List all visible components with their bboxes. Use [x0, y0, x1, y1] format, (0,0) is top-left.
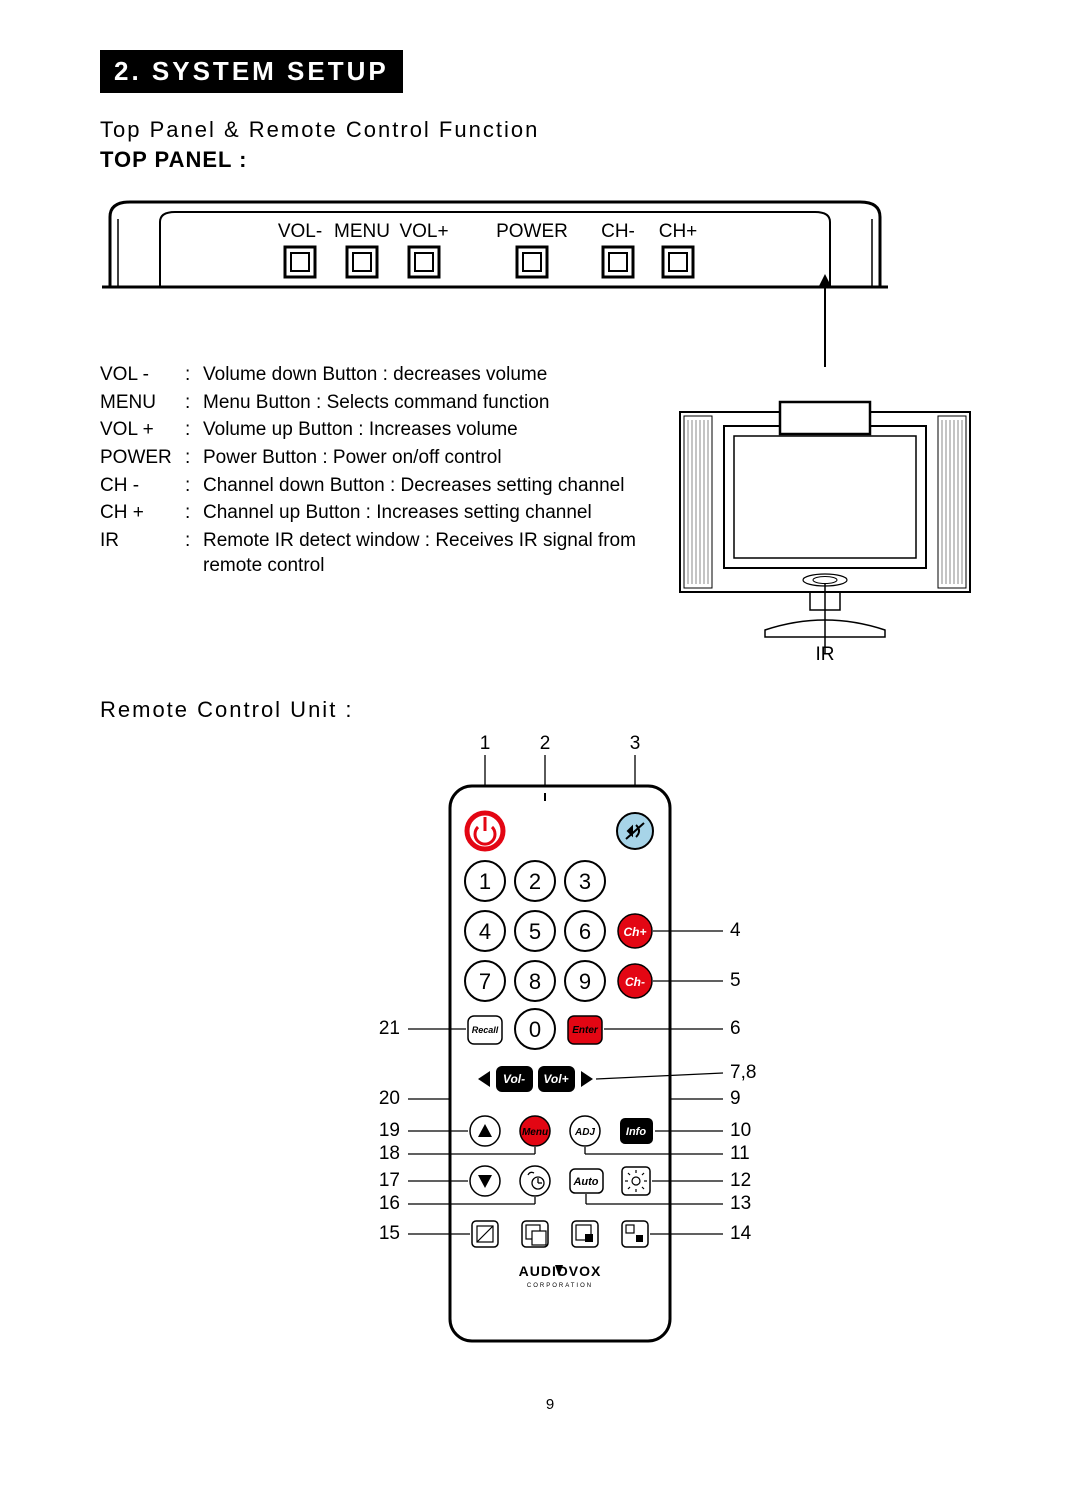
remote-diagram: 1 2 3 1: [280, 731, 880, 1356]
svg-text:2: 2: [540, 733, 551, 754]
svg-text:Recall: Recall: [472, 1025, 499, 1035]
svg-text:6: 6: [579, 919, 591, 944]
svg-text:3: 3: [630, 733, 641, 754]
svg-text:Menu: Menu: [522, 1127, 548, 1138]
svg-text:5: 5: [529, 919, 541, 944]
description-list: VOL -:Volume down Button : decreases vol…: [100, 362, 640, 667]
svg-text:7,8: 7,8: [730, 1062, 756, 1083]
svg-text:4: 4: [479, 919, 491, 944]
svg-text:15: 15: [379, 1223, 400, 1244]
svg-text:0: 0: [529, 1017, 541, 1042]
panel-button: [285, 247, 315, 277]
panel-label-ch-plus: CH+: [659, 221, 698, 242]
svg-text:Ch-: Ch-: [625, 975, 645, 989]
section-title: 2. SYSTEM SETUP: [100, 50, 403, 93]
svg-text:11: 11: [730, 1143, 750, 1164]
page-number: 9: [100, 1396, 1000, 1413]
svg-text:Vol-: Vol-: [503, 1072, 525, 1086]
subsection-title: Top Panel & Remote Control Function: [100, 117, 1000, 143]
panel-label-vol-plus: VOL+: [399, 221, 448, 242]
svg-text:17: 17: [379, 1170, 400, 1191]
svg-text:Auto: Auto: [572, 1176, 598, 1188]
remote-heading: Remote Control Unit :: [100, 697, 1000, 723]
svg-text:Info: Info: [626, 1126, 646, 1138]
svg-text:2: 2: [529, 869, 541, 894]
svg-text:Ch+: Ch+: [623, 925, 646, 939]
svg-text:7: 7: [479, 969, 491, 994]
brand-sub-label: CORPORATION: [527, 1283, 593, 1289]
svg-text:3: 3: [579, 869, 591, 894]
svg-text:13: 13: [730, 1193, 751, 1214]
svg-text:8: 8: [529, 969, 541, 994]
svg-text:ADJ: ADJ: [574, 1127, 595, 1138]
svg-text:1: 1: [479, 869, 491, 894]
svg-text:9: 9: [579, 969, 591, 994]
svg-text:1: 1: [480, 733, 491, 754]
top-panel-diagram: VOL- MENU VOL+ POWER CH- CH+: [100, 187, 1000, 312]
svg-text:18: 18: [379, 1143, 400, 1164]
panel-label-menu: MENU: [334, 221, 390, 242]
panel-label-vol-minus: VOL-: [278, 221, 322, 242]
svg-text:10: 10: [730, 1120, 751, 1141]
ir-label: IR: [816, 644, 835, 662]
panel-label-ch-minus: CH-: [601, 221, 635, 242]
tv-diagram: IR: [670, 362, 1000, 667]
svg-text:4: 4: [730, 920, 741, 941]
svg-text:19: 19: [379, 1120, 400, 1141]
svg-text:5: 5: [730, 970, 741, 991]
svg-text:14: 14: [730, 1223, 752, 1244]
svg-text:20: 20: [379, 1088, 400, 1109]
svg-text:21: 21: [379, 1018, 400, 1039]
top-panel-heading: TOP PANEL :: [100, 147, 1000, 173]
svg-text:16: 16: [379, 1193, 400, 1214]
panel-label-power: POWER: [496, 221, 568, 242]
svg-text:12: 12: [730, 1170, 751, 1191]
svg-text:6: 6: [730, 1018, 741, 1039]
svg-text:9: 9: [730, 1088, 741, 1109]
svg-text:Vol+: Vol+: [543, 1072, 568, 1086]
sleep-timer-button: [520, 1166, 550, 1196]
svg-text:Enter: Enter: [572, 1025, 599, 1036]
